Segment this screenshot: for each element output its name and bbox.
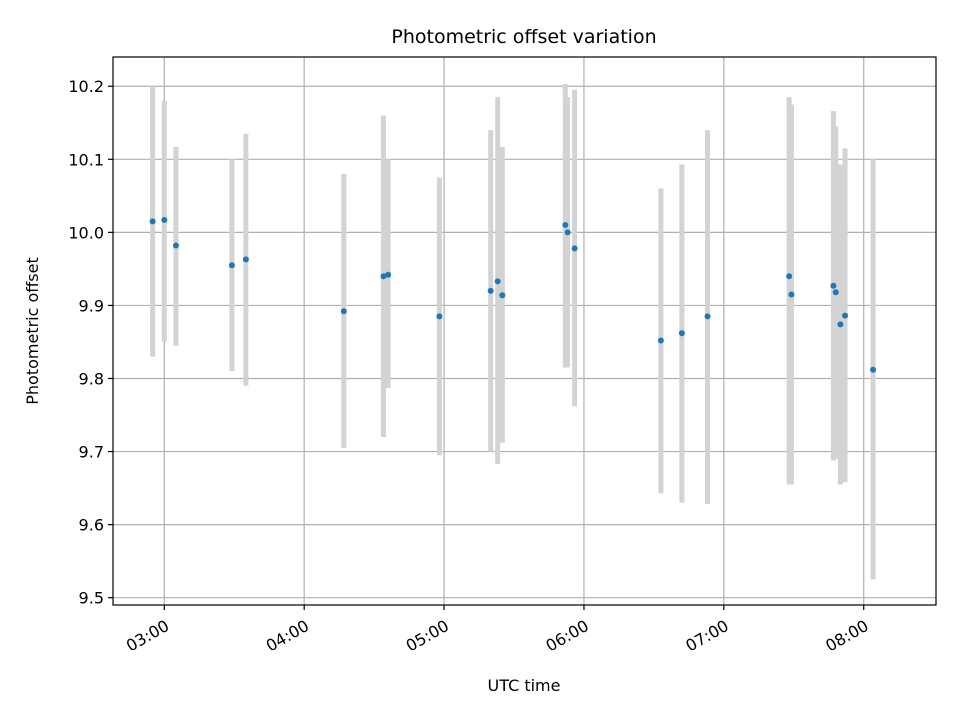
- data-point: [494, 278, 501, 285]
- data-point: [657, 337, 664, 344]
- chart-title: Photometric offset variation: [391, 26, 656, 48]
- plot-frame: [112, 56, 937, 606]
- y-axis-ticks: 9.5 9.6 9.7 9.8 9.9 10.0 10.1 10.2: [68, 77, 113, 608]
- data-point: [380, 273, 387, 280]
- data-point: [385, 271, 392, 278]
- data-point: [870, 366, 877, 373]
- y-tick-label: 9.5: [79, 589, 104, 608]
- data-point: [786, 273, 793, 280]
- data-point: [228, 262, 235, 269]
- data-point: [704, 313, 711, 320]
- y-tick-label: 10.0: [68, 223, 104, 242]
- data-point: [562, 222, 569, 229]
- data-point: [564, 229, 571, 236]
- data-point: [487, 287, 494, 294]
- x-axis-label: UTC time: [488, 676, 561, 695]
- data-point: [436, 313, 443, 320]
- data-point: [149, 218, 156, 225]
- data-point: [499, 292, 506, 299]
- data-point: [830, 282, 837, 289]
- y-tick-label: 9.6: [79, 516, 104, 535]
- data-point: [837, 321, 844, 328]
- data-point: [242, 256, 249, 263]
- grid-lines: [113, 57, 936, 605]
- y-tick-label: 9.8: [79, 369, 104, 388]
- data-point: [172, 242, 179, 249]
- y-tick-label: 9.7: [79, 443, 104, 462]
- y-tick-label: 10.1: [68, 150, 104, 169]
- data-point: [788, 291, 795, 298]
- y-tick-label: 9.9: [79, 296, 104, 315]
- data-point: [678, 330, 685, 337]
- y-tick-label: 10.2: [68, 77, 104, 96]
- data-point: [842, 312, 849, 319]
- data-points: [149, 216, 877, 373]
- y-axis-label: Photometric offset: [23, 257, 42, 405]
- data-point: [340, 308, 347, 315]
- data-point: [571, 245, 578, 252]
- data-point: [832, 289, 839, 296]
- data-point: [161, 216, 168, 223]
